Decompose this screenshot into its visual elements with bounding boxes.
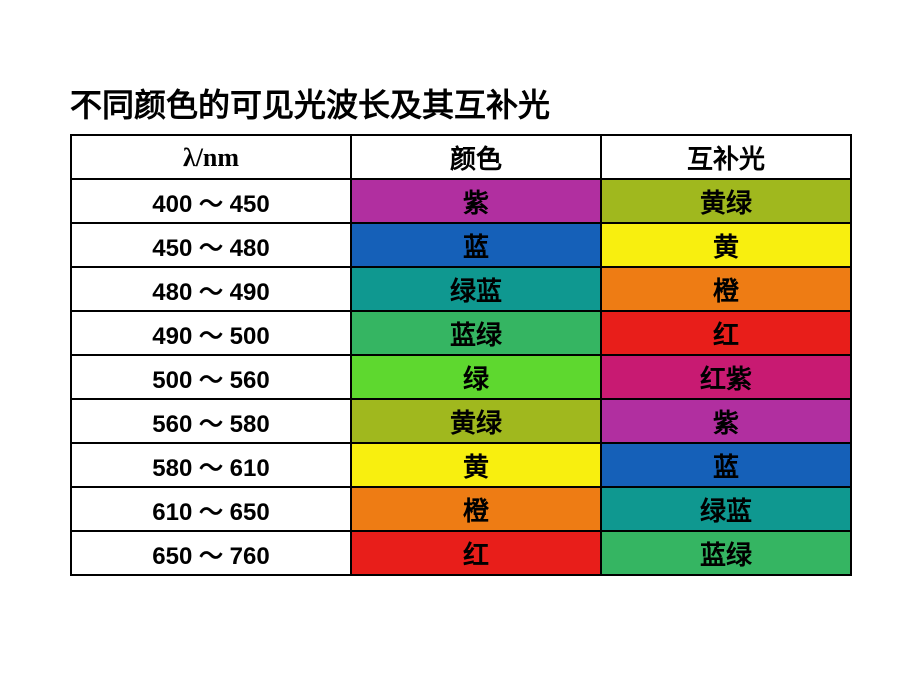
wavelength-cell: 650 ～ 760 (71, 531, 351, 575)
header-complement: 互补光 (601, 135, 851, 179)
wavelength-cell: 400 ～ 450 (71, 179, 351, 223)
color-cell: 蓝 (351, 223, 601, 267)
table-row: 500 ～ 560绿红紫 (71, 355, 851, 399)
table-body: 400 ～ 450紫黄绿450 ～ 480蓝黄480 ～ 490绿蓝橙490 ～… (71, 179, 851, 575)
slide: 不同颜色的可见光波长及其互补光 λ/nm 颜色 互补光 400 ～ 450紫黄绿… (0, 0, 920, 690)
table-row: 450 ～ 480蓝黄 (71, 223, 851, 267)
wavelength-cell: 610 ～ 650 (71, 487, 351, 531)
table-header-row: λ/nm 颜色 互补光 (71, 135, 851, 179)
complement-cell: 红紫 (601, 355, 851, 399)
complement-cell: 橙 (601, 267, 851, 311)
table-row: 650 ～ 760红蓝绿 (71, 531, 851, 575)
table-row: 580 ～ 610黄蓝 (71, 443, 851, 487)
complement-cell: 黄绿 (601, 179, 851, 223)
wavelength-cell: 450 ～ 480 (71, 223, 351, 267)
color-cell: 橙 (351, 487, 601, 531)
color-cell: 绿蓝 (351, 267, 601, 311)
table-row: 610 ～ 650橙绿蓝 (71, 487, 851, 531)
header-wavelength-label: λ/nm (183, 143, 239, 172)
wavelength-cell: 500 ～ 560 (71, 355, 351, 399)
color-cell: 黄绿 (351, 399, 601, 443)
wavelength-cell: 480 ～ 490 (71, 267, 351, 311)
complement-cell: 绿蓝 (601, 487, 851, 531)
color-cell: 蓝绿 (351, 311, 601, 355)
table-row: 400 ～ 450紫黄绿 (71, 179, 851, 223)
complement-cell: 蓝 (601, 443, 851, 487)
color-cell: 绿 (351, 355, 601, 399)
table-row: 490 ～ 500蓝绿红 (71, 311, 851, 355)
wavelength-cell: 560 ～ 580 (71, 399, 351, 443)
complement-cell: 红 (601, 311, 851, 355)
header-color: 颜色 (351, 135, 601, 179)
slide-title: 不同颜色的可见光波长及其互补光 (70, 80, 850, 126)
wavelength-cell: 490 ～ 500 (71, 311, 351, 355)
complement-cell: 紫 (601, 399, 851, 443)
table-row: 560 ～ 580黄绿紫 (71, 399, 851, 443)
table-row: 480 ～ 490绿蓝橙 (71, 267, 851, 311)
complement-cell: 蓝绿 (601, 531, 851, 575)
color-wavelength-table: λ/nm 颜色 互补光 400 ～ 450紫黄绿450 ～ 480蓝黄480 ～… (70, 134, 852, 576)
color-cell: 红 (351, 531, 601, 575)
color-cell: 黄 (351, 443, 601, 487)
color-cell: 紫 (351, 179, 601, 223)
wavelength-cell: 580 ～ 610 (71, 443, 351, 487)
complement-cell: 黄 (601, 223, 851, 267)
header-wavelength: λ/nm (71, 135, 351, 179)
